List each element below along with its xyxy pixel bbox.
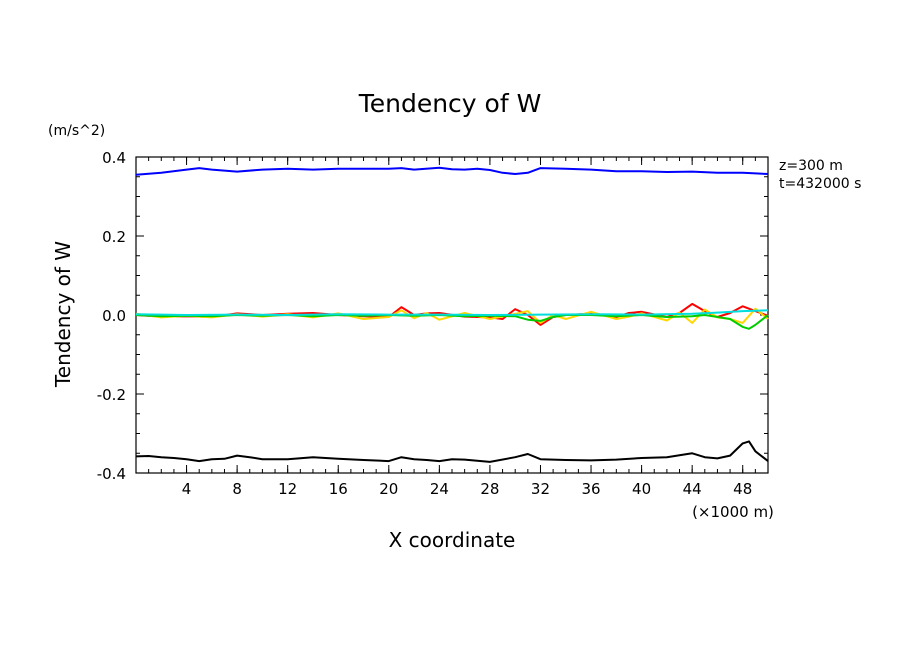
y-tick-label: 0.0 [102,307,126,325]
series-line-max [135,166,769,176]
series-line-min [135,440,769,463]
x-tick-label: 20 [379,480,398,498]
series-line-series-cyan [135,309,769,316]
x-tick-label: 24 [430,480,449,498]
y-tick-label: 0.2 [102,228,126,246]
x-axis-label: X coordinate [389,528,516,552]
y-tick-label: -0.4 [97,465,126,483]
x-tick-label: 32 [531,480,550,498]
x-tick-label: 8 [232,480,242,498]
x-tick-label: 44 [683,480,702,498]
x-tick-label: 36 [581,480,600,498]
x-tick-label: 4 [182,480,192,498]
x-tick-label: 28 [480,480,499,498]
y-units-label: (m/s^2) [48,123,105,139]
annotation-t: t=432000 s [779,176,861,192]
axis-ticks: 4 8 12 16 20 24 28 32 36 40 44 480.40.20.0-0.2-0.4 [97,149,768,498]
x-tick-label: 16 [329,480,348,498]
x-tick-label: 48 [733,480,752,498]
chart-title: Tendency of W [358,89,542,118]
x-tick-label: 40 [632,480,651,498]
annotation-z: z=300 m [779,158,843,174]
x-tick-label: 12 [278,480,297,498]
y-axis-label: Tendency of W [51,241,75,388]
y-tick-label: -0.2 [97,386,126,404]
data-series [135,166,769,463]
y-tick-label: 0.4 [102,149,126,167]
x-units-label: (×1000 m) [692,503,774,521]
